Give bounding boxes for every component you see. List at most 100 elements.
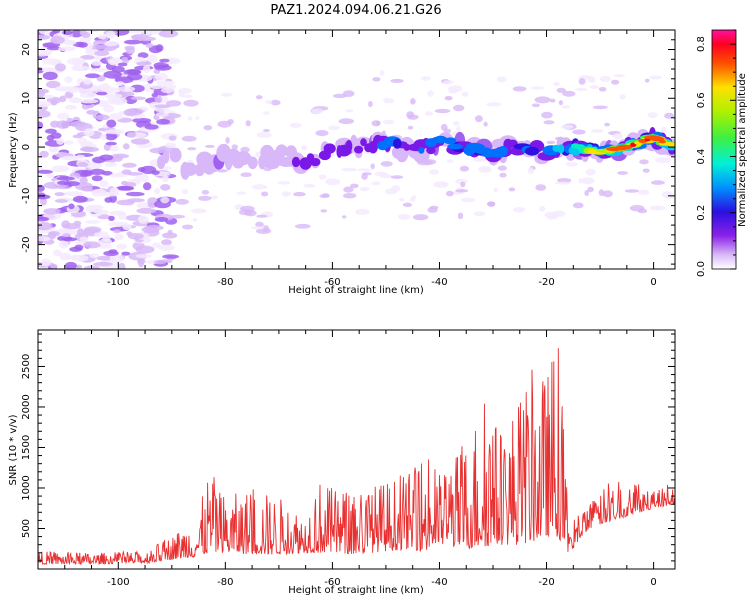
heatmap-blob bbox=[293, 192, 306, 197]
heatmap-blob bbox=[262, 129, 270, 132]
heatmap-blob bbox=[125, 108, 144, 116]
heatmap-blob bbox=[56, 112, 70, 120]
heatmap-blob bbox=[328, 125, 340, 131]
snr-panel: -100 -80 -60 -40 -20 0 500 1000 1500 2000 2500 Hei… bbox=[8, 329, 676, 596]
heatmap-blob bbox=[105, 30, 116, 39]
heatmap-blob bbox=[323, 143, 336, 154]
heatmap-blob bbox=[74, 244, 84, 250]
heatmap-blob bbox=[54, 199, 68, 203]
heatmap-blob bbox=[39, 150, 49, 158]
heatmap-blob bbox=[402, 202, 412, 207]
heatmap-blob bbox=[251, 226, 265, 230]
heatmap-blob bbox=[624, 189, 640, 193]
heatmap-blob bbox=[384, 188, 398, 195]
heatmap-blob bbox=[251, 184, 268, 190]
heatmap-blob bbox=[565, 162, 578, 167]
x-tick-label: -40 bbox=[431, 277, 447, 288]
heatmap-blob bbox=[145, 43, 154, 48]
heatmap-blob bbox=[54, 192, 65, 197]
heatmap-blob bbox=[534, 96, 551, 104]
heatmap-blob bbox=[154, 95, 163, 104]
heatmap-blob bbox=[658, 140, 666, 144]
heatmap-blob bbox=[113, 229, 121, 234]
heatmap-blob bbox=[589, 85, 600, 89]
heatmap-blob bbox=[461, 91, 469, 97]
heatmap-blob bbox=[457, 212, 464, 220]
heatmap-blob bbox=[411, 195, 417, 200]
heatmap-blob bbox=[46, 46, 62, 51]
heatmap-blob bbox=[397, 213, 411, 220]
snr-xlabel: Height of straight line (km) bbox=[288, 585, 424, 596]
heatmap-blob bbox=[81, 170, 91, 176]
heatmap-blob bbox=[137, 215, 149, 224]
heatmap-blob bbox=[62, 233, 71, 238]
heatmap-blob bbox=[115, 81, 125, 87]
heatmap-blob bbox=[168, 135, 177, 141]
heatmap-blob bbox=[546, 215, 558, 220]
heatmap-blob bbox=[343, 193, 357, 199]
heatmap-blob bbox=[263, 111, 270, 115]
heatmap-blob bbox=[100, 134, 107, 140]
heatmap-blob bbox=[61, 255, 73, 260]
heatmap-blob bbox=[434, 108, 451, 114]
colorbar-tick-label: 0.2 bbox=[696, 205, 707, 221]
colorbar-gradient bbox=[711, 29, 737, 270]
heatmap-blob bbox=[89, 253, 100, 259]
heatmap-blob bbox=[90, 68, 110, 72]
heatmap-blob bbox=[371, 181, 381, 186]
heatmap-blob bbox=[424, 111, 433, 116]
heatmap-blob bbox=[155, 80, 176, 86]
heatmap-blob bbox=[155, 44, 164, 52]
heatmap-blob bbox=[38, 110, 51, 118]
heatmap-blob bbox=[255, 95, 263, 100]
heatmap-blob bbox=[265, 100, 273, 105]
heatmap-blob bbox=[127, 73, 143, 81]
heatmap-blob bbox=[63, 39, 77, 46]
heatmap-blob bbox=[651, 180, 665, 185]
heatmap-blob bbox=[104, 162, 118, 168]
heatmap-blob bbox=[159, 58, 170, 63]
heatmap-blob bbox=[429, 169, 440, 175]
heatmap-blob bbox=[126, 198, 145, 203]
x-tick-label: -20 bbox=[538, 577, 554, 588]
heatmap-blob bbox=[345, 140, 353, 153]
heatmap-blob bbox=[72, 134, 84, 139]
heatmap-blob bbox=[77, 42, 88, 48]
heatmap-blob bbox=[225, 137, 230, 144]
heatmap-blob bbox=[181, 135, 197, 142]
heatmap-blob bbox=[362, 172, 372, 176]
heatmap-blob bbox=[311, 108, 323, 115]
heatmap-blob bbox=[310, 158, 321, 167]
heatmap-blob bbox=[539, 206, 546, 212]
heatmap-blob bbox=[413, 214, 429, 221]
heatmap-blob bbox=[149, 147, 166, 154]
heatmap-blob bbox=[380, 161, 393, 167]
heatmap-blob bbox=[427, 90, 434, 97]
heatmap-blob bbox=[85, 161, 103, 170]
heatmap-blob bbox=[413, 147, 430, 164]
heatmap-blob bbox=[372, 77, 381, 82]
x-tick-label: -100 bbox=[107, 277, 130, 288]
x-tick-label: -40 bbox=[431, 577, 447, 588]
heatmap-blob bbox=[142, 65, 151, 74]
heatmap-blob bbox=[58, 46, 76, 52]
heatmap-blob bbox=[240, 205, 255, 212]
heatmap-blob bbox=[240, 172, 252, 177]
heatmap-blob bbox=[83, 128, 95, 137]
heatmap-blob bbox=[40, 258, 52, 267]
heatmap-blob bbox=[56, 137, 64, 145]
heatmap-blob bbox=[182, 94, 193, 98]
heatmap-blob bbox=[611, 79, 620, 85]
heatmap-blob bbox=[117, 62, 128, 67]
heatmap-blob bbox=[116, 86, 136, 92]
heatmap-blob bbox=[77, 228, 84, 237]
heatmap-blob bbox=[320, 209, 328, 213]
heatmap-blob bbox=[165, 142, 177, 148]
heatmap-blob bbox=[345, 109, 354, 113]
heatmap-blob bbox=[660, 126, 667, 133]
y-tick-label: 0 bbox=[21, 144, 32, 150]
heatmap-blob bbox=[114, 233, 124, 240]
heatmap-blob bbox=[62, 229, 82, 235]
heatmap-blob bbox=[460, 181, 466, 188]
heatmap-blob bbox=[554, 181, 571, 185]
